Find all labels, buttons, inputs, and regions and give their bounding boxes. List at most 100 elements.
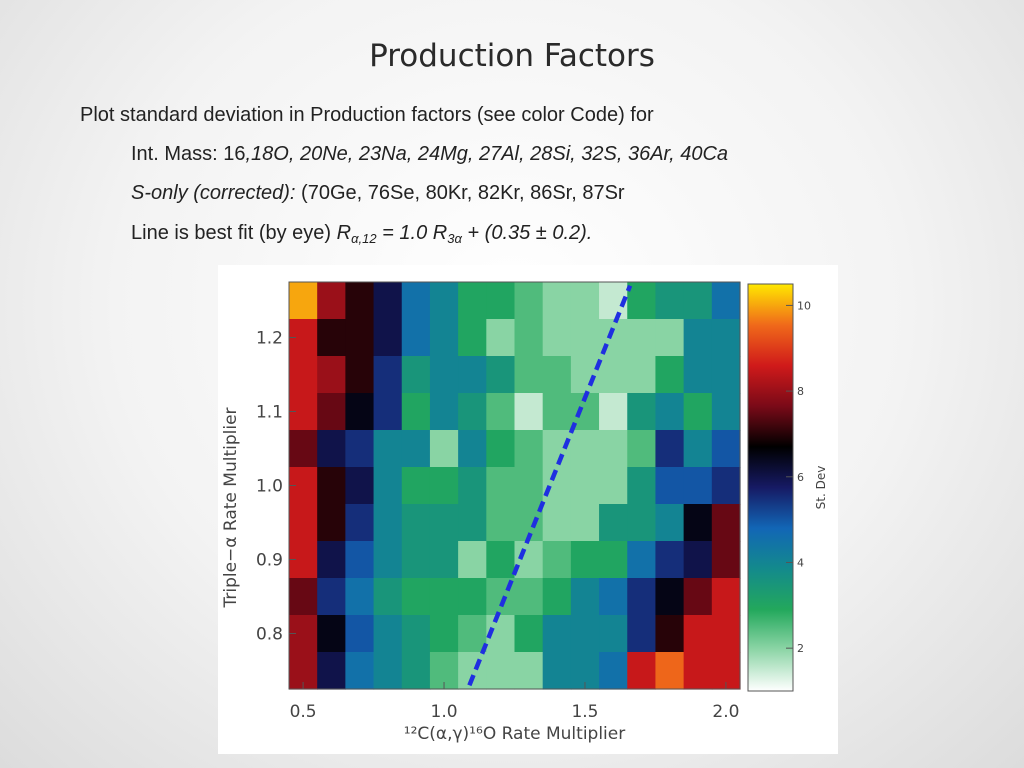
heatmap-cell <box>345 393 375 431</box>
heatmap-cell <box>655 615 685 653</box>
heatmap-cell <box>317 393 346 431</box>
heatmap-cell <box>655 504 685 542</box>
fit-formula-r1: R <box>336 222 352 244</box>
heatmap-cell <box>542 393 572 431</box>
int-mass-isotopes: ,18O, 20Ne, 23Na, 24Mg, 27Al, 28Si, 32S,… <box>245 143 729 165</box>
s-only-label: S-only (corrected): <box>131 182 296 204</box>
fit-formula-rest: + (0.35 ± 0.2). <box>461 222 593 244</box>
heatmap-cell <box>345 356 375 394</box>
heatmap-cell <box>514 541 544 579</box>
heatmap-cell <box>711 393 741 431</box>
fit-line-text: Line is best fit (by eye) <box>131 222 337 244</box>
description-line-2: Int. Mass: 16,18O, 20Ne, 23Na, 24Mg, 27A… <box>131 143 728 166</box>
heatmap-cell <box>401 393 431 431</box>
heatmap-cell <box>542 652 572 690</box>
heatmap-cell <box>373 467 403 505</box>
heatmap-cell <box>655 282 685 320</box>
heatmap-cell <box>655 356 685 394</box>
colorbar-tick-label: 8 <box>797 385 804 398</box>
heatmap-cell <box>683 282 713 320</box>
y-axis-ticks: 0.8 0.9 1.0 1.1 1.2 <box>256 329 296 645</box>
heatmap-cell <box>458 393 487 431</box>
heatmap-cell <box>486 319 516 357</box>
heatmap-cell <box>373 430 403 468</box>
heatmap-cell <box>683 319 713 357</box>
heatmap-cell <box>401 578 431 616</box>
heatmap-cell <box>683 652 713 690</box>
heatmap-cell <box>401 652 431 690</box>
heatmap-cell <box>627 393 657 431</box>
heatmap-cell <box>345 615 375 653</box>
heatmap-cell <box>317 504 346 542</box>
heatmap-cell <box>627 430 657 468</box>
heatmap-cell <box>458 504 487 542</box>
heatmap-cell <box>486 504 516 542</box>
heatmap-cell <box>683 504 713 542</box>
heatmap-cell <box>373 615 403 653</box>
heatmap-cell <box>373 356 403 394</box>
heatmap-cell <box>458 319 487 357</box>
heatmap-cell <box>599 541 628 579</box>
colorbar-tick-label: 2 <box>797 642 804 655</box>
heatmap-cell <box>570 541 600 579</box>
heatmap-cell <box>401 504 431 542</box>
heatmap-cell <box>345 430 375 468</box>
heatmap-cell <box>514 319 544 357</box>
heatmap-cell <box>317 615 346 653</box>
heatmap-cell <box>373 282 403 320</box>
colorbar-tick-label: 10 <box>797 299 811 312</box>
heatmap-cell <box>627 541 657 579</box>
heatmap-cell <box>627 504 657 542</box>
heatmap-cell <box>401 430 431 468</box>
heatmap-cell <box>514 356 544 394</box>
heatmap-cell <box>429 504 459 542</box>
heatmap-cell <box>345 467 375 505</box>
heatmap-cell <box>373 578 403 616</box>
heatmap-cell <box>373 319 403 357</box>
heatmap-cell <box>627 652 657 690</box>
heatmap-cell <box>458 356 487 394</box>
fit-formula-eq: = 1.0 R <box>376 222 448 244</box>
heatmap-figure: 0.5 1.0 1.5 2.0 0.8 0.9 1.0 1.1 1.2 ¹²C(α,γ)¹⁶O… <box>218 265 838 754</box>
heatmap-cell <box>570 578 600 616</box>
slide-title: Production Factors <box>369 38 655 74</box>
heatmap-cell <box>373 541 403 579</box>
heatmap-cell <box>711 430 741 468</box>
heatmap-cell <box>458 430 487 468</box>
heatmap-cell <box>683 356 713 394</box>
heatmap-cell <box>514 652 544 690</box>
heatmap-cell <box>486 356 516 394</box>
heatmap-cell <box>599 356 628 394</box>
heatmap-cell <box>401 467 431 505</box>
heatmap-cell <box>317 282 346 320</box>
heatmap-cell <box>655 467 685 505</box>
heatmap-cell <box>514 578 544 616</box>
heatmap-cell <box>570 282 600 320</box>
heatmap-cell <box>655 319 685 357</box>
heatmap-cell <box>289 356 318 394</box>
heatmap-cell <box>345 319 375 357</box>
heatmap-cell <box>711 282 741 320</box>
heatmap-cell <box>401 615 431 653</box>
heatmap-cell <box>373 504 403 542</box>
heatmap-cell <box>542 319 572 357</box>
heatmap-cell <box>317 578 346 616</box>
heatmap-cell <box>317 467 346 505</box>
heatmap-cell <box>458 578 487 616</box>
heatmap-cell <box>345 504 375 542</box>
heatmap-cell <box>486 467 516 505</box>
heatmap-cell <box>683 393 713 431</box>
y-tick-label: 1.1 <box>256 403 283 423</box>
heatmap-cell <box>599 467 628 505</box>
y-tick-label: 0.9 <box>256 551 283 571</box>
colorbar-ticks: 2 4 6 8 10 <box>786 299 811 655</box>
heatmap-cell <box>599 578 628 616</box>
heatmap-cell <box>486 652 516 690</box>
fit-formula-sub2: 3α <box>447 231 462 246</box>
heatmap-cell <box>570 504 600 542</box>
heatmap-cell <box>542 282 572 320</box>
colorbar-label: St. Dev <box>814 466 828 510</box>
colorbar <box>747 283 794 692</box>
heatmap-cell <box>655 393 685 431</box>
x-axis-ticks: 0.5 1.0 1.5 2.0 <box>290 682 739 722</box>
